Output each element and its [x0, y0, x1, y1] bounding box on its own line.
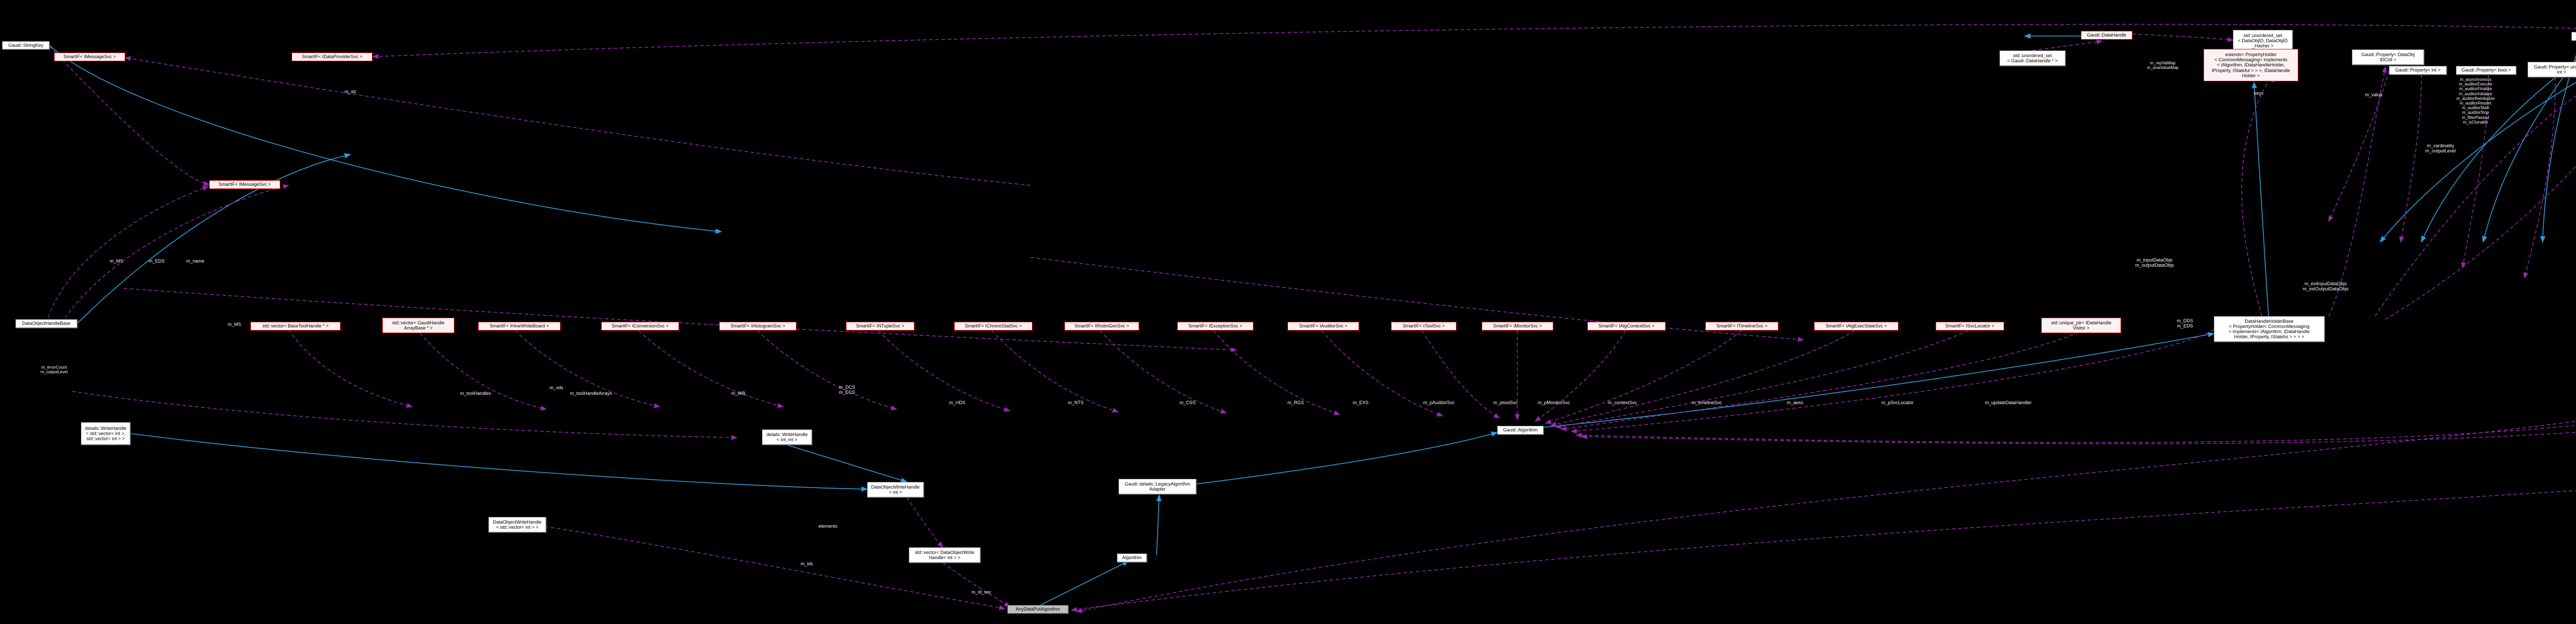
edge-label-m_pAuditorSvc: m_pAuditorSvc — [1423, 400, 1455, 405]
edge-label-m_cardinality: m_cardinality m_outputLevel — [2425, 143, 2456, 154]
edge-label-m_extIO: m_extInputDataObjs m_extOutputDataObjs — [2302, 281, 2349, 292]
class-node-smartif_irndm[interactable]: SmartIF< IRndmGenSvc > — [1064, 322, 1139, 331]
class-node-extends[interactable]: extends< PropertyHolder < CommonMessagin… — [2204, 49, 2298, 81]
edge-label-m_toolHandleArr: m_toolHandleArrays — [570, 391, 612, 396]
class-node-smartif_intuple[interactable]: SmartIF< INTupleSvc > — [846, 322, 914, 331]
class-node-legacyadapter[interactable]: Gaudi::details::LegacyAlgorithm Adapter — [1118, 479, 1196, 494]
edge-label-m_EDS: m_EDS — [148, 258, 165, 264]
edge-label-m_RGS: m_RGS — [1287, 400, 1304, 405]
class-node-detwritehandle_int[interactable]: details::WriteHandle < int, int > — [762, 429, 812, 445]
class-node-smartif_imonitor[interactable]: SmartIF< IMonitorSvc > — [1482, 322, 1553, 331]
class-node-smartif_itimeline[interactable]: SmartIF< ITimelineSvc > — [1705, 322, 1778, 331]
class-node-dowritehandle_vec[interactable]: DataObjectWriteHandle < std::vector< int… — [488, 517, 546, 532]
edge-label-m_pSvcLocator: m_pSvcLocator — [1881, 400, 1914, 405]
edge-label-m_timelineSvc: m_timelineSvc — [1691, 400, 1722, 405]
class-node-stringkey[interactable]: Gaudi::StringKey — [2, 41, 49, 49]
class-node-algorithm[interactable]: Algorithm — [1117, 553, 1147, 562]
class-node-uniqueptr_idhv[interactable]: std::unique_ptr< IDataHandle Visitor > — [2041, 318, 2121, 333]
class-node-prop_dataobjidcoll[interactable]: Gaudi::Property< DataObj IDColl > — [2352, 49, 2424, 65]
class-node-prop_int[interactable]: Gaudi::Property< int > — [2389, 66, 2447, 75]
class-node-smartif_iaudit[interactable]: SmartIF< IAuditorSvc > — [1287, 322, 1359, 331]
class-node-propertybase[interactable]: Gaudi::Details::PropertyBase — [2571, 32, 2576, 41]
edge-label-m_id_vec: m_id_vec — [971, 590, 992, 595]
edge-label-m_DDS_EDS: m_DDS m_EDS — [2177, 318, 2193, 329]
class-node-unordered_dh[interactable]: std::unordered_set < Gaudi::DataHandle *… — [1999, 50, 2065, 66]
class-node-smartif_ialgctx[interactable]: SmartIF< IAlgContextSvc > — [1587, 322, 1666, 331]
edge-label-m_ids: m_ids — [800, 561, 813, 566]
edge-label-m_updateDataHdl: m_updateDataHandler — [1985, 400, 2032, 405]
class-node-smartif_idataprov[interactable]: SmartIF< IDataProviderSvc > — [292, 53, 372, 61]
class-node-smartif_iconv[interactable]: SmartIF< IConversionSvc > — [601, 322, 679, 331]
edge-label-m_aess: m_aess — [1787, 400, 1803, 405]
edge-label-m_MS2: m_MS — [227, 322, 241, 327]
class-node-dhholderbase[interactable]: DataHandleHolderBase < PropertyHolder< C… — [2214, 316, 2325, 342]
class-node-vec_basetool[interactable]: std::vector< BaseToolHandle * > — [250, 322, 341, 331]
class-node-smartif_ialgexec[interactable]: SmartIF< IAlgExecStateSvc > — [1814, 322, 1899, 331]
class-node-detwritehandle_vec[interactable]: details::WriteHandle < std::vector< int … — [81, 422, 130, 445]
edge-label-elements_mid: elements — [818, 524, 838, 529]
class-node-prop_bool[interactable]: Gaudi::Property< bool > — [2456, 66, 2516, 75]
edge-label-m_name: m_name — [186, 258, 205, 264]
class-node-gaudi_algorithm[interactable]: Gaudi::Algorithm — [1497, 426, 1544, 435]
edge-label-m_ptoolSvc: m_ptoolSvc — [1493, 400, 1518, 405]
edge-label-m_errorcount: m_errorCount m_outputLevel — [40, 365, 68, 375]
class-node-dataobjhandlebase[interactable]: DataObjectHandleBase — [15, 319, 77, 328]
class-node-vec_gaudihandlearr[interactable]: std::vector< GaudiHandle ArrayBase * > — [382, 318, 454, 333]
edge-label-keys_top: keys — [2253, 91, 2264, 96]
class-node-prop_uint[interactable]: Gaudi::Property< unsigned int > — [2528, 62, 2576, 77]
edge-label-m_asynchronous: m_asynchronous m_auditorExecute m_audito… — [2456, 77, 2495, 125]
class-node-datahandle[interactable]: Gaudi::DataHandle — [2081, 31, 2132, 40]
edge-label-m_HDS: m_HDS — [949, 400, 965, 405]
edge-label-m_str: m_str — [344, 89, 357, 94]
edge-label-m_toolHandles: m_toolHandles — [460, 391, 492, 396]
class-node-dowritehandle_int[interactable]: DataObjectWriteHandle < int > — [867, 482, 924, 497]
edge-label-m_pMonitorSvc: m_pMonitorSvc — [1537, 400, 1570, 405]
edge-label-m_MS: m_MS — [109, 258, 123, 264]
class-node-smartif_imsgsvc2[interactable]: SmartIF< IMessageSvc > — [209, 180, 280, 189]
edge-label-m_WB: m_WB — [731, 391, 745, 396]
class-node-smartif_ihisto[interactable]: SmartIF< IHistogramSvc > — [719, 322, 796, 331]
class-node-smartif_iexc[interactable]: SmartIF< IExceptionSvc > — [1177, 322, 1253, 331]
inheritance-edges — [49, 33, 2576, 607]
class-node-vec_dowritehandle[interactable]: std::vector< DataObjectWrite Handle< int… — [909, 547, 980, 563]
class-node-smartif_ichrono[interactable]: SmartIF< IChronoStatSvc > — [954, 322, 1032, 331]
class-node-unordered_dataobjid[interactable]: std::unordered_set < DataObjID, DataObjI… — [2233, 30, 2293, 51]
class-node-smartif_isvcloc[interactable]: SmartIF< ISvcLocator > — [1936, 322, 2004, 331]
class-node-smartif_imsgsvc[interactable]: SmartIF< IMessageSvc > — [54, 53, 125, 61]
edge-label-m_vds: m_vds — [549, 385, 564, 390]
class-node-smartif_itool[interactable]: SmartIF< IToolSvc > — [1391, 322, 1456, 331]
edge-label-m_NTS: m_NTS — [1067, 400, 1084, 405]
edge-label-m_CSS: m_CSS — [1179, 400, 1196, 405]
edge-label-m_DCS_ECS: m_DCS m_ECS — [839, 385, 855, 395]
edge-label-m_repvalmap: m_repValMap m_avaiValueMap — [2147, 61, 2179, 71]
class-node-anydataput[interactable]: AnyDataPutAlgorithm — [1007, 605, 1069, 614]
edge-label-m_inputIO: m_inputDataObjs m_outputDataObjs — [2135, 257, 2174, 268]
edge-label-m_contextSvc: m_contextSvc — [1607, 400, 1637, 405]
class-node-smartif_ihivewb[interactable]: SmartIF< IHiveWhiteBoard > — [478, 322, 561, 331]
edge-label-m_value_l: m_value — [2365, 92, 2383, 97]
edge-label-m_EXS: m_EXS — [1352, 400, 1369, 405]
